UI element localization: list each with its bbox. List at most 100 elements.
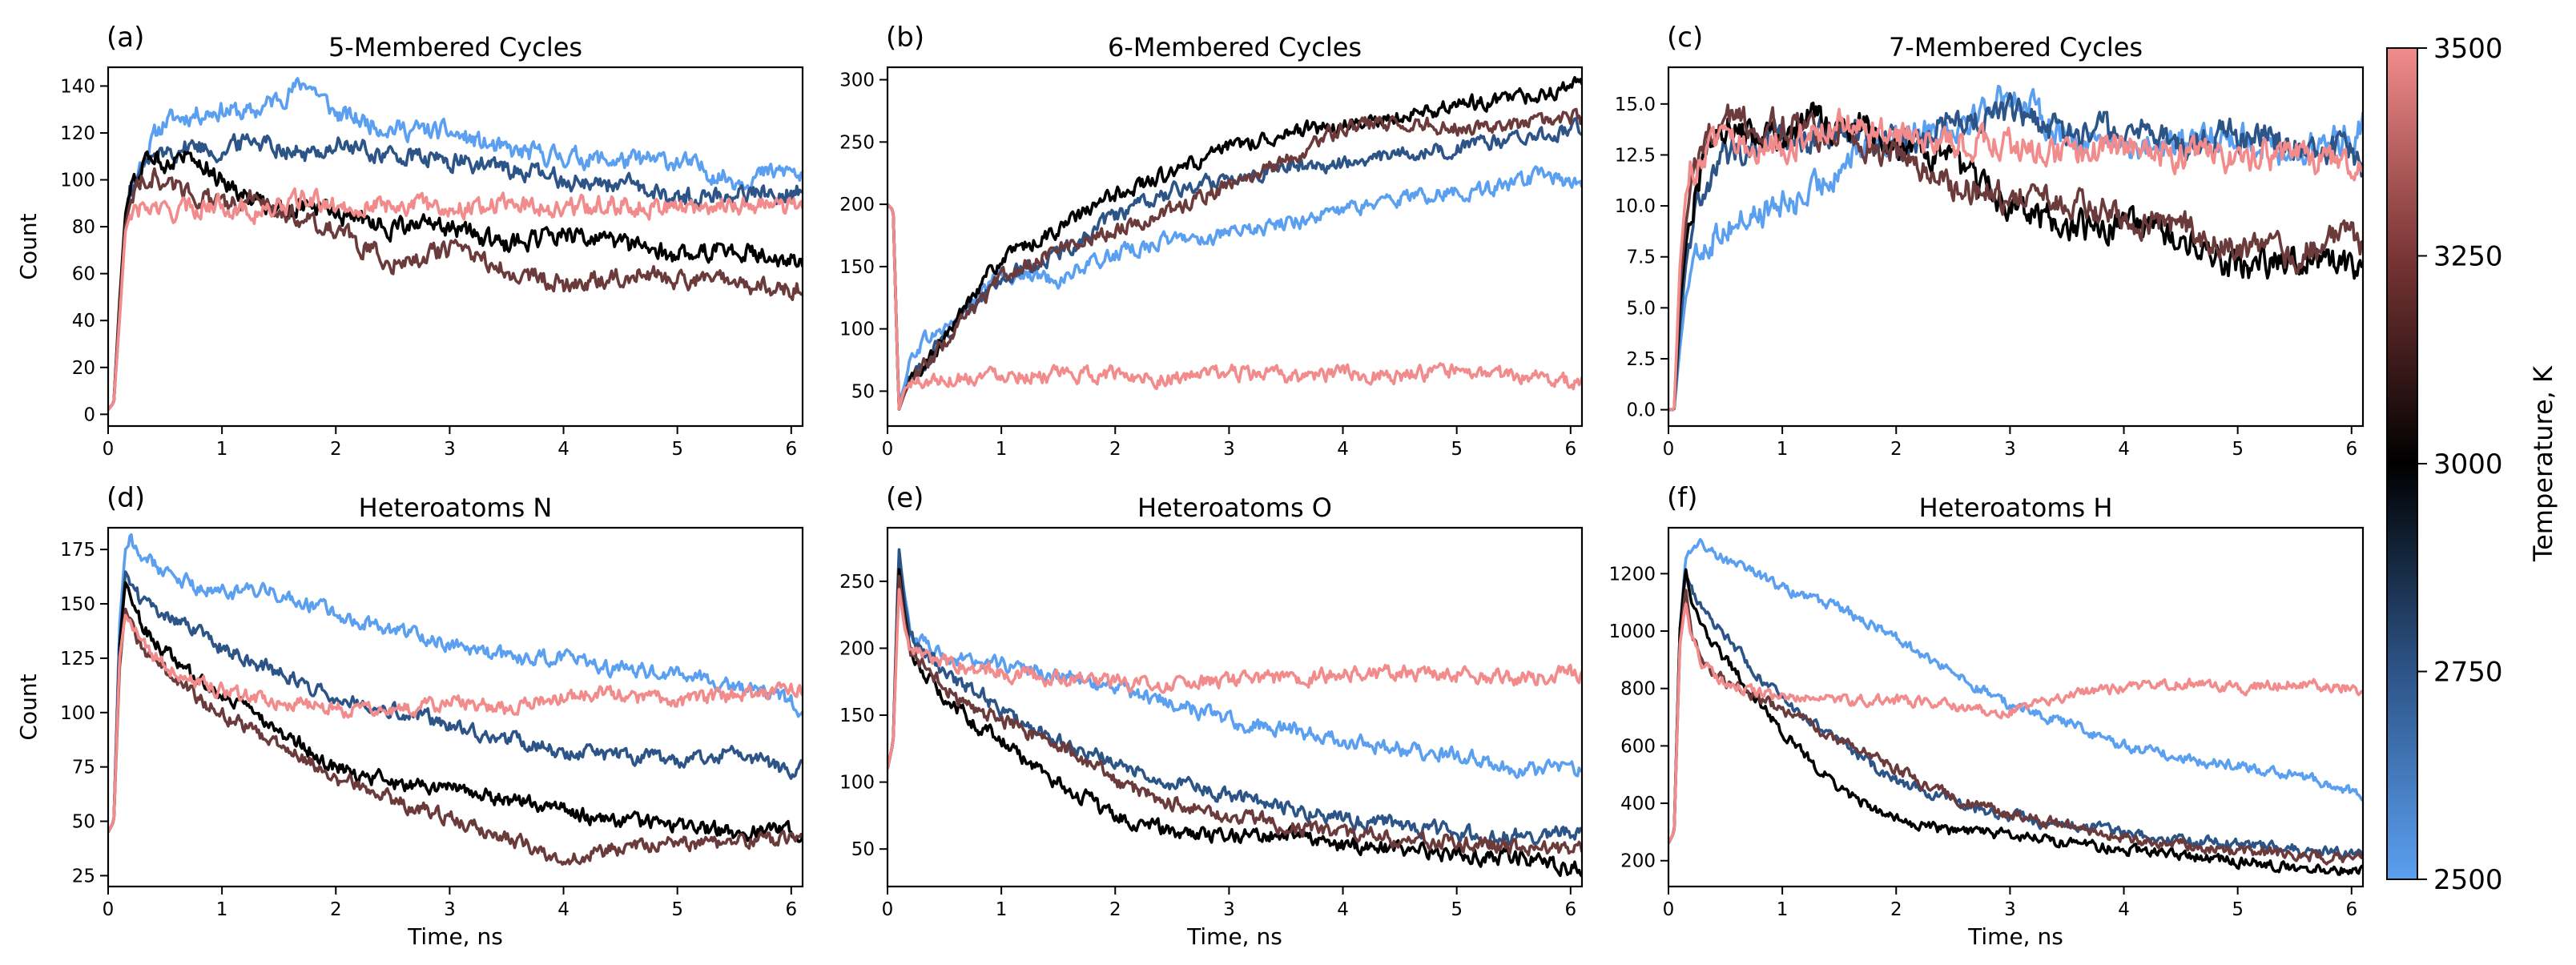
x-tick-label: 1 [216, 439, 228, 460]
x-tick-label: 1 [996, 439, 1008, 460]
series-line-2500 [1668, 537, 2363, 845]
x-tick-label: 6 [2345, 439, 2357, 460]
series-line-2500 [888, 554, 1582, 779]
y-tick-label: 400 [1620, 794, 1656, 814]
y-tick-label: 100 [839, 773, 875, 794]
axes-frame [886, 66, 1584, 428]
x-tick-label: 3 [1223, 899, 1235, 920]
y-tick-label: 20 [72, 358, 95, 379]
y-tick-label: 300 [839, 70, 875, 91]
y-tick-label: 0 [83, 404, 95, 425]
series-line-3000 [888, 76, 1582, 411]
series-line-3000 [888, 568, 1582, 878]
x-tick-label: 5 [1451, 439, 1463, 460]
series-line-3000 [108, 581, 803, 843]
x-tick-label: 4 [2118, 439, 2130, 460]
series-line-3250 [888, 107, 1582, 411]
x-tick-label: 0 [103, 439, 115, 460]
x-tick-label: 6 [1564, 439, 1576, 460]
y-tick-label: 200 [839, 195, 875, 215]
x-axis-label: Time, ns [1967, 923, 2063, 950]
y-tick-label: 175 [60, 540, 95, 561]
x-tick-label: 5 [671, 439, 683, 460]
axes-frame [107, 526, 804, 888]
axes-frame [886, 526, 1584, 888]
panel-title: 7-Membered Cycles [1889, 32, 2143, 62]
x-tick-label: 2 [1890, 899, 1902, 920]
x-tick-label: 6 [785, 899, 797, 920]
y-tick-label: 2.5 [1626, 349, 1656, 370]
y-tick-label: 50 [851, 839, 875, 860]
y-tick-label: 10.0 [1615, 196, 1656, 217]
x-axis-label: Time, ns [1186, 923, 1282, 950]
x-tick-label: 4 [557, 899, 570, 920]
series-line-2750 [888, 548, 1582, 846]
x-tick-label: 4 [1337, 899, 1349, 920]
x-tick-label: 5 [2232, 439, 2244, 460]
panel-e: 0 1 2 3 4 5 6 50 100 150 200 250 Heteroatoms O (e) Tim… [839, 482, 1584, 950]
y-tick-label: 100 [839, 320, 875, 340]
colorbar-tick-label: 3500 [2433, 33, 2503, 65]
colorbar-tick-label: 2500 [2433, 864, 2503, 896]
y-axis-label: Count [15, 213, 42, 279]
x-tick-label: 2 [1890, 439, 1902, 460]
x-tick-label: 5 [671, 899, 683, 920]
series-line-2500 [108, 533, 803, 833]
y-tick-label: 200 [839, 638, 875, 659]
series-line-3000 [108, 150, 803, 411]
y-tick-label: 150 [60, 594, 95, 615]
series-line-3500 [888, 203, 1582, 411]
y-tick-label: 150 [839, 706, 875, 726]
y-tick-label: 100 [60, 171, 95, 191]
colorbar-label: Temperature, K [2528, 365, 2558, 562]
series-line-2750 [888, 117, 1582, 411]
x-tick-label: 4 [557, 439, 570, 460]
x-tick-label: 6 [1564, 899, 1576, 920]
y-axis-label: Count [15, 673, 42, 740]
x-tick-label: 3 [444, 899, 456, 920]
series-group [108, 533, 803, 866]
series-line-3500 [108, 613, 803, 833]
y-tick-label: 12.5 [1615, 145, 1656, 166]
axes-frame [1667, 66, 2365, 428]
series-line-2500 [888, 165, 1582, 405]
y-tick-label: 120 [60, 123, 95, 144]
colorbar-tick-label: 3000 [2433, 448, 2503, 480]
series-line-3500 [888, 588, 1582, 770]
x-tick-label: 3 [2004, 899, 2016, 920]
x-tick-label: 1 [1777, 899, 1789, 920]
x-tick-label: 2 [1109, 439, 1121, 460]
y-tick-label: 250 [839, 132, 875, 153]
panel-f: 0 1 2 3 4 5 6 200 400 600 800 1000 1200 Heteroatoms H… [1608, 482, 2365, 950]
series-line-3500 [1668, 602, 2363, 845]
panel-letter: (f) [1667, 482, 1698, 514]
axes-frame [107, 66, 804, 428]
x-tick-label: 6 [2345, 899, 2357, 920]
y-tick-label: 125 [60, 649, 95, 669]
y-tick-label: 150 [839, 257, 875, 278]
panel-letter: (a) [107, 22, 144, 54]
y-tick-label: 40 [72, 311, 95, 332]
panel-letter: (d) [107, 482, 145, 514]
y-tick-label: 7.5 [1626, 247, 1656, 268]
x-tick-label: 2 [1109, 899, 1121, 920]
series-group [1668, 84, 2363, 412]
y-tick-label: 1000 [1608, 621, 1656, 642]
x-tick-label: 0 [1663, 439, 1675, 460]
panel-title: Heteroatoms N [359, 493, 553, 523]
x-tick-label: 2 [330, 439, 342, 460]
series-line-2750 [108, 570, 803, 833]
panel-title: 5-Membered Cycles [328, 32, 582, 62]
x-tick-label: 1 [996, 899, 1008, 920]
colorbar-tick-label: 2750 [2433, 657, 2503, 689]
y-tick-label: 80 [72, 217, 95, 238]
y-tick-label: 5.0 [1626, 298, 1656, 319]
panel-b: 0 1 2 3 4 5 6 50 100 150 200 250 300 6-Membered Cycle… [839, 22, 1584, 460]
series-line-3000 [1668, 568, 2363, 876]
panel-letter: (c) [1667, 22, 1703, 54]
series-line-3250 [1668, 589, 2363, 866]
panel-letter: (b) [886, 22, 924, 54]
